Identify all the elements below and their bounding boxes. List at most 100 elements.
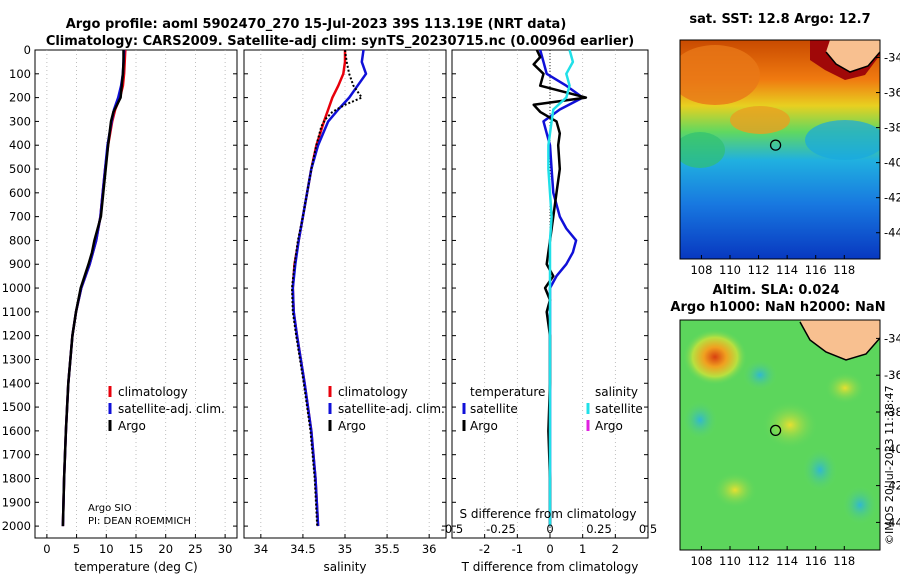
y-tick-label: 900 bbox=[9, 257, 31, 271]
s-difference-label: S difference from climatology bbox=[460, 507, 637, 521]
salinity-panel: 34 34.5 35 35.5 36 salinity climatology sate… bbox=[243, 49, 447, 574]
difference-series bbox=[532, 49, 588, 527]
sla-xticks: 108 110 112 114 116 118 bbox=[690, 546, 855, 568]
map-y-tick-label: -40 bbox=[884, 442, 900, 456]
sst-coastline bbox=[825, 51, 880, 73]
s-tick-label: 0.5 bbox=[639, 522, 657, 536]
sla-map-title-line1: Altim. SLA: 0.024 bbox=[713, 283, 840, 298]
map-x-tick-label: 114 bbox=[776, 554, 798, 568]
sst-frame bbox=[679, 39, 881, 260]
map-x-tick-label: 118 bbox=[833, 554, 855, 568]
x-tick-label: 1 bbox=[579, 542, 586, 556]
map-y-tick-label: -42 bbox=[884, 191, 900, 205]
y-tick-label: 1100 bbox=[2, 305, 31, 319]
sla-frame bbox=[679, 319, 881, 551]
legend-salinity-title: salinity bbox=[595, 385, 638, 399]
map-x-tick-label: 112 bbox=[748, 554, 770, 568]
x-tick-label: 35 bbox=[338, 542, 353, 556]
sst-argo-marker bbox=[769, 139, 782, 151]
legend-climatology-s: climatology bbox=[338, 385, 408, 399]
credit-line2: PI: DEAN ROEMMICH bbox=[88, 516, 191, 527]
y-tick-label: 500 bbox=[9, 162, 31, 176]
series-line-climatology bbox=[291, 50, 347, 527]
x-tick-label: 34.5 bbox=[290, 542, 316, 556]
y-tick-label: 200 bbox=[9, 91, 31, 105]
legend-temperature-title: temperature bbox=[470, 385, 545, 399]
sst-map: sat. SST: 12.8 Argo: 12.7 108 110 112 114 11… bbox=[679, 12, 900, 277]
sla-eddy-yellow2 bbox=[825, 372, 865, 404]
legend-satellite-adj-s: satellite-adj. clim. bbox=[338, 402, 445, 416]
sla-eddy-cool2 bbox=[682, 400, 718, 440]
map-x-tick-label: 116 bbox=[805, 554, 827, 568]
map-x-tick-label: 114 bbox=[776, 263, 798, 277]
sla-map-title-line2: Argo h1000: NaN h2000: NaN bbox=[670, 300, 885, 315]
y-tick-label: 1300 bbox=[2, 352, 31, 366]
difference-xlabel: T difference from climatology bbox=[461, 560, 639, 574]
sla-eddy-yellow bbox=[762, 401, 818, 449]
x-tick-label: 36 bbox=[422, 542, 437, 556]
salinity-series bbox=[291, 49, 368, 527]
sst-map-title: sat. SST: 12.8 Argo: 12.7 bbox=[689, 12, 870, 27]
y-tick-label: 400 bbox=[9, 138, 31, 152]
sla-eddy-cool3 bbox=[802, 448, 838, 492]
series-line-satellite_adj bbox=[291, 49, 368, 527]
x-tick-label: 2 bbox=[612, 542, 619, 556]
difference-panel: -2 -1 0 1 2 T difference from climatology S … bbox=[441, 49, 657, 574]
map-x-tick-label: 112 bbox=[748, 263, 770, 277]
difference-xticks: -2 -1 0 1 2 bbox=[479, 534, 619, 556]
x-tick-label: 5 bbox=[73, 542, 80, 556]
sla-eddy-cool1 bbox=[742, 359, 778, 391]
x-tick-label: 10 bbox=[99, 542, 114, 556]
sst-mid-patch bbox=[680, 132, 725, 168]
sst-cool-patch bbox=[805, 120, 880, 160]
x-tick-label: 30 bbox=[218, 542, 233, 556]
temperature-legend: climatology satellite-adj. clim. Argo bbox=[108, 385, 225, 433]
map-y-tick-label: -34 bbox=[884, 331, 900, 345]
s-tick-label: -0.25 bbox=[486, 522, 516, 536]
map-y-tick-label: -44 bbox=[884, 226, 900, 240]
temperature-xticks: 0 5 10 15 20 25 30 bbox=[43, 534, 232, 556]
s-difference-ticks: -0.5 -0.25 0 0.25 0.5 bbox=[441, 522, 657, 536]
sst-land bbox=[826, 40, 880, 72]
y-tick-label: 1400 bbox=[2, 376, 31, 390]
header-line2: Climatology: CARS2009. Satellite-adj cli… bbox=[46, 34, 634, 49]
y-tick-label: 100 bbox=[9, 67, 31, 81]
map-y-tick-label: -38 bbox=[884, 121, 900, 135]
x-tick-label: 35.5 bbox=[374, 542, 400, 556]
sla-coastline bbox=[799, 321, 880, 361]
map-x-tick-label: 110 bbox=[719, 554, 741, 568]
series-line-argo bbox=[61, 50, 125, 527]
map-y-tick-label: -34 bbox=[884, 51, 900, 65]
copyright-stamp: ©IMOS 20-Jul-2023 11:38:47 bbox=[883, 385, 896, 545]
map-x-tick-label: 108 bbox=[690, 554, 712, 568]
x-tick-label: 20 bbox=[158, 542, 173, 556]
salinity-grid bbox=[244, 49, 446, 538]
map-x-tick-label: 108 bbox=[690, 263, 712, 277]
x-tick-label: -2 bbox=[479, 542, 490, 556]
sla-eddy-warm bbox=[683, 329, 747, 385]
x-tick-label: -1 bbox=[512, 542, 523, 556]
legend-climatology: climatology bbox=[118, 385, 188, 399]
s-tick-label: 0.25 bbox=[586, 522, 612, 536]
temperature-xlabel: temperature (deg C) bbox=[74, 560, 197, 574]
sst-xticks: 108 110 112 114 116 118 bbox=[690, 255, 855, 277]
legend-argo: Argo bbox=[118, 419, 146, 433]
sst-front-patch bbox=[730, 106, 790, 134]
salinity-legend: climatology satellite-adj. clim. Argo bbox=[328, 385, 445, 433]
map-x-tick-label: 118 bbox=[833, 263, 855, 277]
s-tick-label: 0 bbox=[546, 522, 553, 536]
series-line-argo bbox=[291, 49, 363, 527]
temperature-yticks: 0 100 200 300 400 500 600 700 800 900 1000 1100 1200… bbox=[2, 43, 31, 533]
y-tick-label: 800 bbox=[9, 233, 31, 247]
series-line-sat_sal_diff bbox=[547, 49, 575, 527]
map-y-tick-label: -36 bbox=[884, 368, 900, 382]
series-line-satellite_adj bbox=[61, 49, 126, 527]
x-tick-label: 15 bbox=[129, 542, 144, 556]
y-tick-label: 1500 bbox=[2, 400, 31, 414]
y-tick-label: 1900 bbox=[2, 495, 31, 509]
x-tick-label: 34 bbox=[254, 542, 269, 556]
y-tick-label: 600 bbox=[9, 186, 31, 200]
map-y-tick-label: -40 bbox=[884, 156, 900, 170]
map-y-tick-label: -42 bbox=[884, 479, 900, 493]
